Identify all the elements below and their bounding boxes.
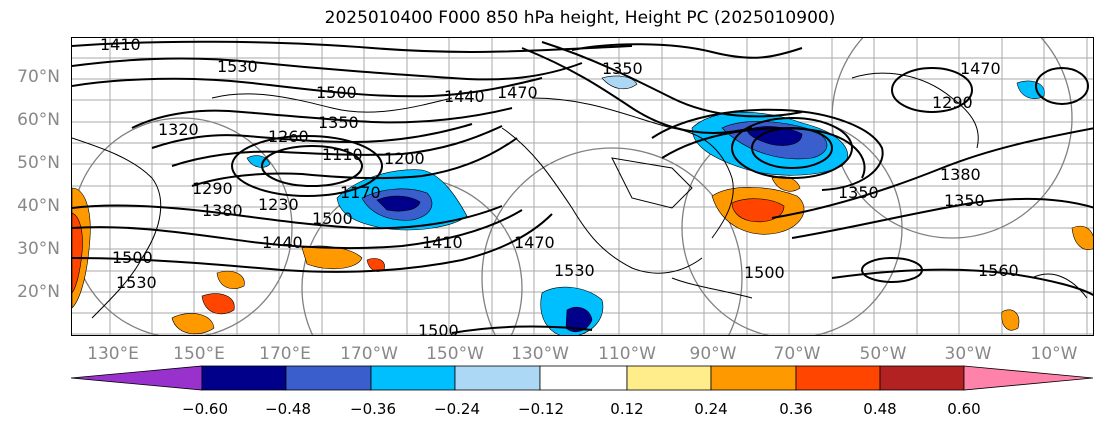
lon-label: 130°W	[511, 344, 569, 364]
colorbar-cell	[626, 365, 712, 391]
contour-label: 1350	[602, 59, 643, 78]
anomaly-shading	[72, 75, 1093, 335]
colorbar-tick-label: 0.24	[694, 400, 728, 418]
contour-label: 1350	[944, 191, 985, 210]
colorbar-tick-label: 0.48	[863, 400, 897, 418]
contour-label: 1470	[514, 233, 555, 252]
contour-label: 1170	[340, 183, 381, 202]
lon-label: 150°W	[426, 344, 484, 364]
lon-label: 30°W	[944, 344, 992, 364]
contour-label: 1500	[312, 209, 353, 228]
colorbar-tick-label: −0.48	[265, 400, 311, 418]
colorbar-tick-label: −0.24	[434, 400, 480, 418]
contour-label: 1530	[554, 261, 595, 280]
colorbar-tick-label: −0.60	[182, 400, 228, 418]
contour-label-group: 1410 1530 1500 1320 1260 1350 1440 1290 …	[100, 38, 1019, 336]
contour-label: 1470	[960, 59, 1001, 78]
colorbar-cell	[879, 365, 965, 391]
contour-label: 1500	[744, 263, 785, 282]
contour-label: 1230	[258, 195, 299, 214]
lon-label: 130°E	[87, 344, 139, 364]
contour-label: 1290	[192, 179, 233, 198]
map-canvas: 1410 1530 1500 1320 1260 1350 1440 1290 …	[72, 38, 1093, 336]
lon-label: 50°W	[859, 344, 907, 364]
contour-label: 1470	[497, 83, 538, 102]
contour-label: 1500	[316, 83, 357, 102]
contour-label: 1440	[262, 233, 303, 252]
lon-label: 70°W	[773, 344, 821, 364]
lon-label: 10°W	[1030, 344, 1078, 364]
colorbar-cell	[70, 365, 203, 391]
contour-label: 1410	[100, 38, 141, 54]
contour-label: 1290	[932, 93, 973, 112]
chart-title: 2025010400 F000 850 hPa height, Height P…	[324, 8, 836, 28]
contour-label: 1350	[318, 113, 359, 132]
contour-label: 1530	[116, 273, 157, 292]
contour-label: 1530	[217, 57, 258, 76]
colorbar-cell	[454, 365, 541, 391]
lat-label: 50°N	[17, 153, 60, 173]
colorbar	[70, 365, 1094, 391]
contour-label: 1260	[268, 127, 309, 146]
contour-label: 1320	[158, 120, 199, 139]
lat-label: 40°N	[17, 196, 60, 216]
contour-label: 1200	[384, 149, 425, 168]
contour-label: 1110	[322, 145, 363, 164]
coastlines	[72, 72, 1088, 319]
colorbar-cell	[370, 365, 456, 391]
lat-label: 60°N	[17, 110, 60, 130]
contour-label: 1410	[422, 233, 463, 252]
lat-label: 30°N	[17, 239, 60, 259]
contour-label: 1380	[202, 201, 243, 220]
colorbar-tick-label: −0.12	[518, 400, 564, 418]
lat-label: 70°N	[17, 67, 60, 87]
colorbar-tick-label: −0.36	[350, 400, 396, 418]
colorbar-cell	[963, 365, 1094, 391]
colorbar-cell	[285, 365, 372, 391]
colorbar-tick-label: 0.36	[779, 400, 813, 418]
contour-label: 1440	[444, 87, 485, 106]
colorbar-cell	[201, 365, 287, 391]
lon-label: 170°W	[340, 344, 398, 364]
contour-label: 1380	[940, 165, 981, 184]
map-panel[interactable]: 1410 1530 1500 1320 1260 1350 1440 1290 …	[71, 37, 1094, 336]
colorbar-cell	[710, 365, 797, 391]
contour-label: 1350	[838, 183, 879, 202]
colorbar-cell	[539, 365, 628, 391]
colorbar-cell	[795, 365, 881, 391]
height-contours	[72, 40, 1093, 334]
lon-label: 150°E	[173, 344, 225, 364]
colorbar-tick-label: 0.12	[610, 400, 644, 418]
colorbar-tick-label: 0.60	[947, 400, 981, 418]
contour-label: 1500	[418, 321, 459, 336]
lon-label: 110°W	[598, 344, 656, 364]
contour-label: 1500	[112, 248, 153, 267]
lat-label: 20°N	[17, 282, 60, 302]
contour-label: 1560	[978, 261, 1019, 280]
lon-label: 90°W	[689, 344, 737, 364]
lon-label: 170°E	[259, 344, 311, 364]
